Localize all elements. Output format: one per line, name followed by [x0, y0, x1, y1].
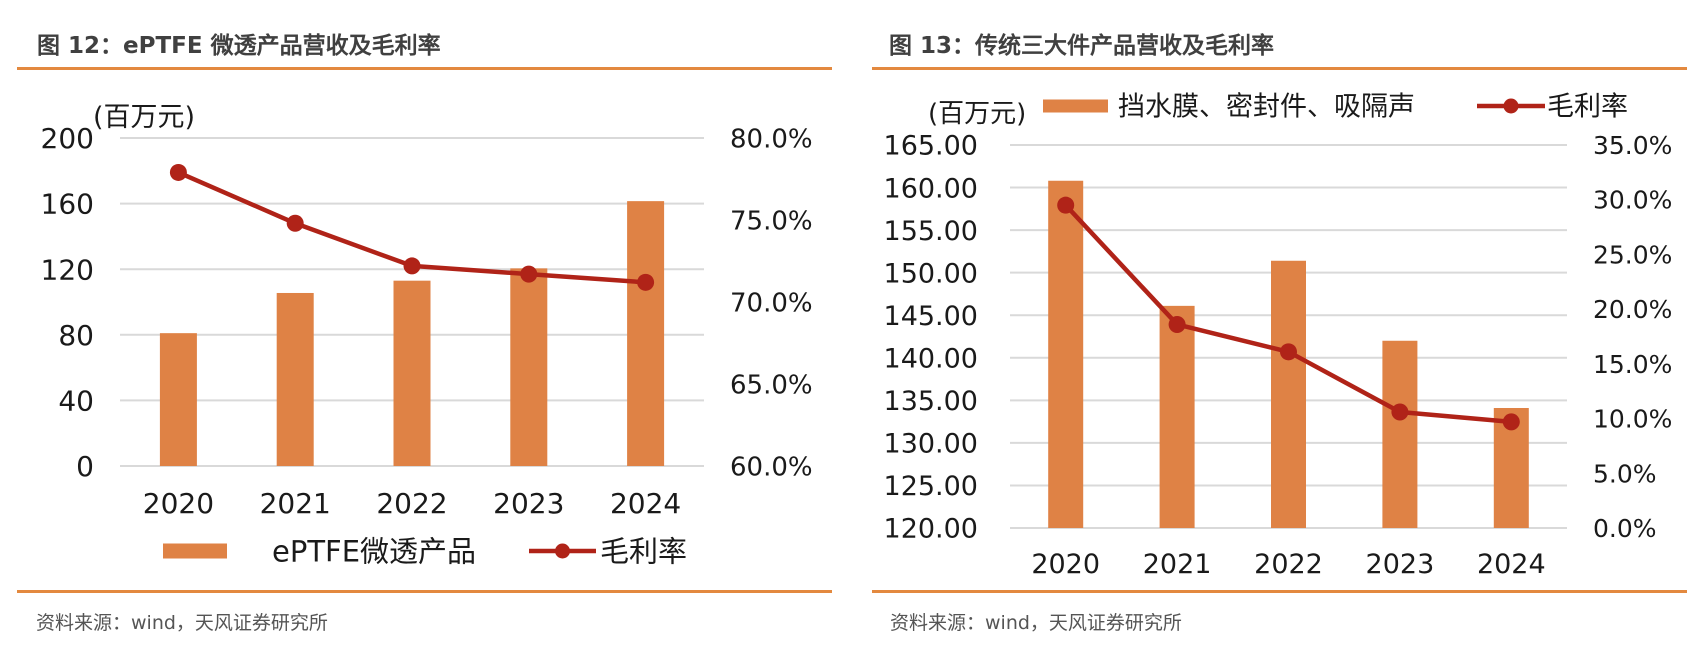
- bar-2021: [1159, 305, 1195, 528]
- bar-2023: [510, 268, 548, 466]
- y-axis-unit-label: (百万元): [928, 99, 1026, 129]
- y-tick-label: 150.00: [884, 258, 978, 289]
- y-tick-label: 160: [41, 188, 94, 221]
- figure-12: 图 12：ePTFE 微透产品营收及毛利率 0 40 80 120 160 200 60.0…: [17, 33, 832, 634]
- legend-bar-label: 挡水膜、密封件、吸隔声: [1118, 92, 1415, 123]
- legend-line-marker: [555, 543, 570, 559]
- y-tick-label: 140.00: [884, 343, 978, 374]
- y2-tick-label: 5.0%: [1593, 459, 1657, 488]
- y-tick-label: 130.00: [884, 429, 978, 460]
- y-tick-label: 160.00: [884, 173, 978, 204]
- y2-tick-label: 35.0%: [1593, 131, 1672, 160]
- y-tick-label: 135.00: [884, 386, 978, 417]
- y2-tick-label: 65.0%: [730, 370, 813, 400]
- y-tick-label: 120: [41, 253, 94, 286]
- legend-line-label: 毛利率: [1547, 92, 1628, 123]
- figure-title: 图 13：传统三大件产品营收及毛利率: [889, 33, 1275, 59]
- x-tick-label: 2024: [610, 487, 681, 520]
- margin-point-2021: [1168, 315, 1186, 333]
- y2-tick-label: 15.0%: [1593, 350, 1672, 379]
- x-tick-label: 2022: [376, 487, 447, 520]
- y-tick-label: 165.00: [884, 131, 978, 162]
- y-tick-label: 40: [58, 384, 94, 417]
- title-rule: [17, 67, 832, 70]
- source-rule: [17, 590, 832, 593]
- y2-tick-label: 0.0%: [1593, 514, 1657, 543]
- y2-tick-label: 75.0%: [730, 206, 813, 236]
- chart-traditional: 120.00 125.00 130.00 135.00 140.00 145.00 150.…: [884, 92, 1673, 580]
- y-tick-label: 125.00: [884, 471, 978, 502]
- y-tick-label: 155.00: [884, 216, 978, 247]
- bar-2020: [159, 333, 197, 466]
- bar-2020: [1048, 180, 1084, 528]
- legend-bar-swatch: [163, 543, 227, 559]
- chart-eptfe: 0 40 80 120 160 200 60.0% 65.0% 70.0% 75.0% 80.0% (…: [41, 102, 813, 568]
- margin-point-2023: [1391, 403, 1409, 421]
- legend-line-marker: [1503, 98, 1519, 114]
- margin-point-2024: [1502, 413, 1520, 431]
- y2-tick-label: 10.0%: [1593, 405, 1672, 434]
- bar-2022: [393, 280, 431, 466]
- x-tick-label: 2021: [1143, 549, 1212, 580]
- x-tick-label: 2022: [1254, 549, 1323, 580]
- bar-2022: [1271, 260, 1306, 528]
- y2-tick-label: 60.0%: [730, 452, 813, 482]
- bar-2021: [276, 292, 314, 466]
- x-tick-label: 2021: [260, 487, 331, 520]
- margin-point-2021: [286, 214, 304, 232]
- y-tick-label: 80: [58, 319, 94, 352]
- y2-tick-label: 30.0%: [1593, 186, 1672, 215]
- figure-title: 图 12：ePTFE 微透产品营收及毛利率: [37, 33, 441, 59]
- y-axis-unit-label: (百万元): [93, 102, 195, 133]
- y-tick-label: 145.00: [884, 301, 978, 332]
- x-tick-label: 2020: [1031, 549, 1100, 580]
- y2-tick-label: 80.0%: [730, 124, 813, 154]
- margin-point-2020: [1057, 196, 1075, 214]
- y2-tick-label: 25.0%: [1593, 240, 1672, 269]
- margin-point-2024: [637, 273, 655, 291]
- bar-2023: [1382, 340, 1418, 528]
- y2-tick-label: 20.0%: [1593, 295, 1672, 324]
- legend-bar-label: ePTFE微透产品: [272, 534, 476, 568]
- x-tick-label: 2023: [1366, 549, 1435, 580]
- source-note: 资料来源：wind，天风证券研究所: [890, 612, 1182, 634]
- y-tick-label: 0: [76, 450, 94, 483]
- legend-line-label: 毛利率: [600, 534, 687, 568]
- y-tick-label: 120.00: [884, 514, 978, 545]
- title-rule: [872, 67, 1687, 70]
- legend-bar-swatch: [1043, 99, 1108, 113]
- margin-point-2023: [520, 265, 538, 283]
- source-rule: [872, 590, 1687, 593]
- bar-2024: [627, 201, 665, 466]
- margin-point-2022: [403, 257, 421, 275]
- source-note: 资料来源：wind，天风证券研究所: [36, 612, 328, 634]
- y2-tick-label: 70.0%: [730, 288, 813, 318]
- x-tick-label: 2023: [493, 487, 564, 520]
- x-tick-label: 2020: [143, 487, 214, 520]
- x-tick-label: 2024: [1477, 549, 1546, 580]
- y-tick-label: 200: [41, 122, 94, 155]
- figure-13: 图 13：传统三大件产品营收及毛利率 120.00 125.00 130.00 135…: [849, 0, 1698, 650]
- margin-point-2022: [1280, 343, 1297, 361]
- margin-point-2020: [169, 163, 187, 181]
